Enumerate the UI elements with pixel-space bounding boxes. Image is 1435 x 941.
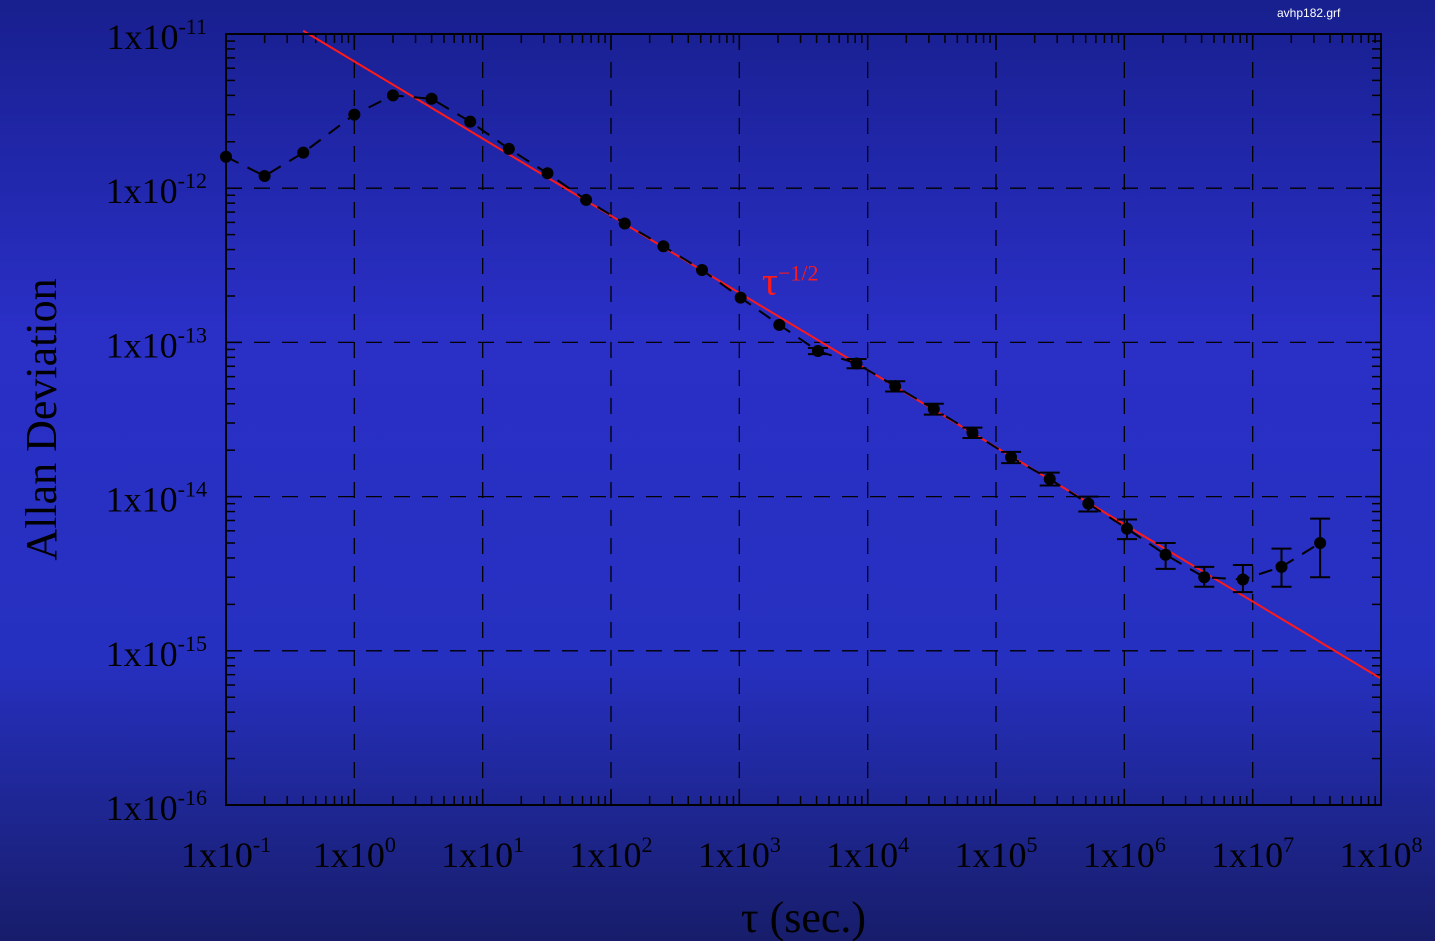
data-point xyxy=(1314,537,1327,550)
data-point xyxy=(811,344,824,357)
data-point xyxy=(1043,473,1056,486)
x-tick-label: 1x100 xyxy=(313,832,396,875)
data-point xyxy=(850,357,863,370)
data-point xyxy=(464,115,477,128)
data-point xyxy=(889,380,902,393)
x-tick-label: 1x106 xyxy=(1083,832,1166,875)
data-point xyxy=(297,146,310,159)
x-tick-label: 1x102 xyxy=(570,832,653,875)
series-line xyxy=(225,94,1321,581)
x-tick-labels: 1x10-1 1x100 1x101 1x102 1x103 1x104 1x105 1x10… xyxy=(181,832,1423,875)
data-point xyxy=(1198,571,1211,584)
x-tick-label: 1x103 xyxy=(698,832,781,875)
data-point xyxy=(502,142,515,155)
data-point xyxy=(966,426,979,439)
fit-line-layer: τ−1/2 xyxy=(302,29,1382,680)
data-point xyxy=(927,402,940,415)
y-tick-label: 1x10-14 xyxy=(106,477,207,520)
x-tick-label: 1x104 xyxy=(826,832,909,875)
data-point xyxy=(1120,522,1133,535)
x-axis-title: τ (sec.) xyxy=(741,893,866,941)
y-tick-labels: 1x10-16 1x10-15 1x10-14 1x10-13 1x10-12 1x10-… xyxy=(106,14,207,828)
data-point xyxy=(541,167,554,180)
data-point xyxy=(258,169,271,182)
y-tick-label: 1x10-11 xyxy=(106,14,207,57)
data-point xyxy=(1082,497,1095,510)
data-point xyxy=(1005,451,1018,464)
y-tick-label: 1x10-16 xyxy=(106,785,207,828)
y-tick-label: 1x10-15 xyxy=(106,631,207,674)
data-point xyxy=(696,263,709,276)
x-tick-label: 1x101 xyxy=(441,832,524,875)
data-point xyxy=(1159,548,1172,561)
y-axis-title: Allan Deviation xyxy=(17,278,66,560)
data-point xyxy=(425,92,438,105)
x-tick-label: 1x105 xyxy=(955,832,1038,875)
data-point xyxy=(580,193,593,206)
data-point xyxy=(386,89,399,102)
x-tick-label: 1x10-1 xyxy=(181,832,271,875)
fit-line xyxy=(302,29,1382,680)
y-tick-label: 1x10-13 xyxy=(106,322,207,365)
data-point xyxy=(734,291,747,304)
data-point xyxy=(657,240,670,253)
x-tick-label: 1x108 xyxy=(1340,832,1423,875)
data-point xyxy=(1275,560,1288,573)
series-layer xyxy=(220,89,1331,594)
grid-lines xyxy=(226,34,1381,805)
minor-ticks xyxy=(225,34,1381,806)
y-tick-label: 1x10-12 xyxy=(106,168,207,211)
data-point xyxy=(348,108,361,121)
plot-frame xyxy=(225,33,1382,806)
data-point xyxy=(618,217,631,230)
x-tick-label: 1x107 xyxy=(1211,832,1294,875)
fit-line-label: τ−1/2 xyxy=(762,259,819,304)
data-point xyxy=(1236,573,1249,586)
data-point xyxy=(773,318,786,331)
file-name-label: avhp182.grf xyxy=(1277,6,1341,20)
